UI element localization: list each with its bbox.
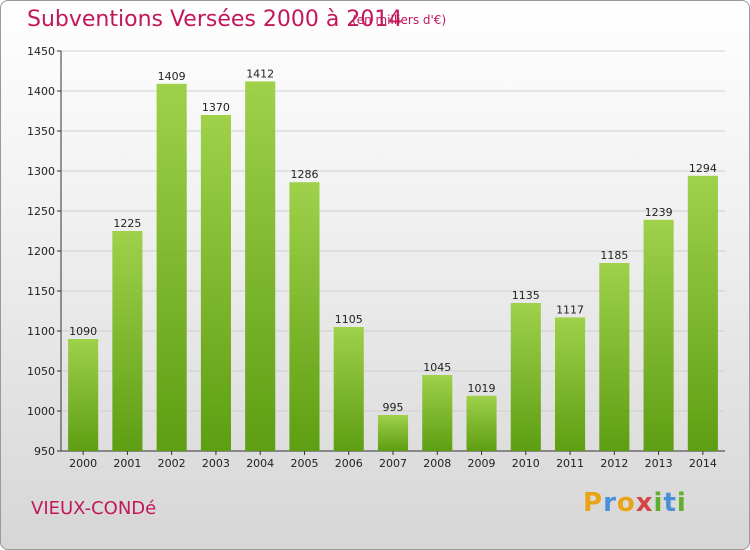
bar-2006 [333,327,364,451]
commune-name: VIEUX-CONDé [31,498,157,519]
x-tick-label-2007: 2007 [379,457,407,470]
bar-2003 [200,115,231,451]
bar-2012 [599,263,630,451]
data-label-2000: 1090 [69,325,97,338]
x-tick-label-2001: 2001 [113,457,141,470]
y-tick-label: 1300 [27,165,55,178]
bar-2008 [422,375,453,451]
data-label-2002: 1409 [158,70,186,83]
x-tick-label-2006: 2006 [335,457,363,470]
chart-title: Subventions Versées 2000 à 2014 [27,7,403,32]
logo-letter: P [583,488,604,518]
bar-2002 [156,83,187,452]
data-label-2005: 1286 [290,168,318,181]
bar-2007 [377,415,409,451]
data-label-2014: 1294 [689,162,717,175]
bar-2013 [643,219,674,451]
bar-2004 [245,81,276,452]
y-tick-label: 1000 [27,405,55,418]
proxiti-logo: Proxiti [583,488,687,518]
x-tick-label-2014: 2014 [689,457,717,470]
y-tick-label: 1200 [27,245,55,258]
x-tick-label-2010: 2010 [512,457,540,470]
y-tick-label: 1250 [27,205,55,218]
x-tick-label-2004: 2004 [246,457,274,470]
y-tick-label: 1350 [27,125,55,138]
x-tick-label-2005: 2005 [290,457,318,470]
logo-letter: i [676,488,687,518]
data-label-2013: 1239 [645,206,673,219]
data-label-2004: 1412 [246,67,274,80]
logo-letter: r [603,488,617,518]
logo-letter: t [663,488,677,518]
y-tick-label: 1150 [27,285,55,298]
y-tick-label: 1400 [27,85,55,98]
x-tick-label-2002: 2002 [158,457,186,470]
data-label-2006: 1105 [335,313,363,326]
data-label-2003: 1370 [202,101,230,114]
x-tick-label-2003: 2003 [202,457,230,470]
data-label-2007: 995 [383,401,404,414]
logo-letter: x [635,488,654,518]
x-tick-label-2000: 2000 [69,457,97,470]
data-label-2010: 1135 [512,289,540,302]
data-label-2012: 1185 [600,249,628,262]
x-tick-label-2011: 2011 [556,457,584,470]
logo-letter: o [616,488,636,518]
bar-2005 [289,182,320,451]
bar-2011 [555,317,586,451]
data-label-2011: 1117 [556,303,584,316]
y-tick-label: 950 [34,445,55,458]
x-tick-label-2008: 2008 [423,457,451,470]
x-tick-label-2012: 2012 [600,457,628,470]
bar-2009 [466,395,497,451]
y-tick-label: 1100 [27,325,55,338]
x-tick-label-2009: 2009 [468,457,496,470]
logo-letter: i [653,488,664,518]
data-label-2009: 1019 [468,382,496,395]
y-tick-label: 1450 [27,45,55,58]
bar-2000 [68,339,99,451]
unit-note: (en milliers d'€) [352,13,447,27]
x-tick-label-2013: 2013 [645,457,673,470]
bar-2014 [687,175,718,452]
y-tick-label: 1050 [27,365,55,378]
data-label-2001: 1225 [113,217,141,230]
data-label-2008: 1045 [423,361,451,374]
bar-2001 [112,231,143,451]
bar-2010 [510,303,541,451]
